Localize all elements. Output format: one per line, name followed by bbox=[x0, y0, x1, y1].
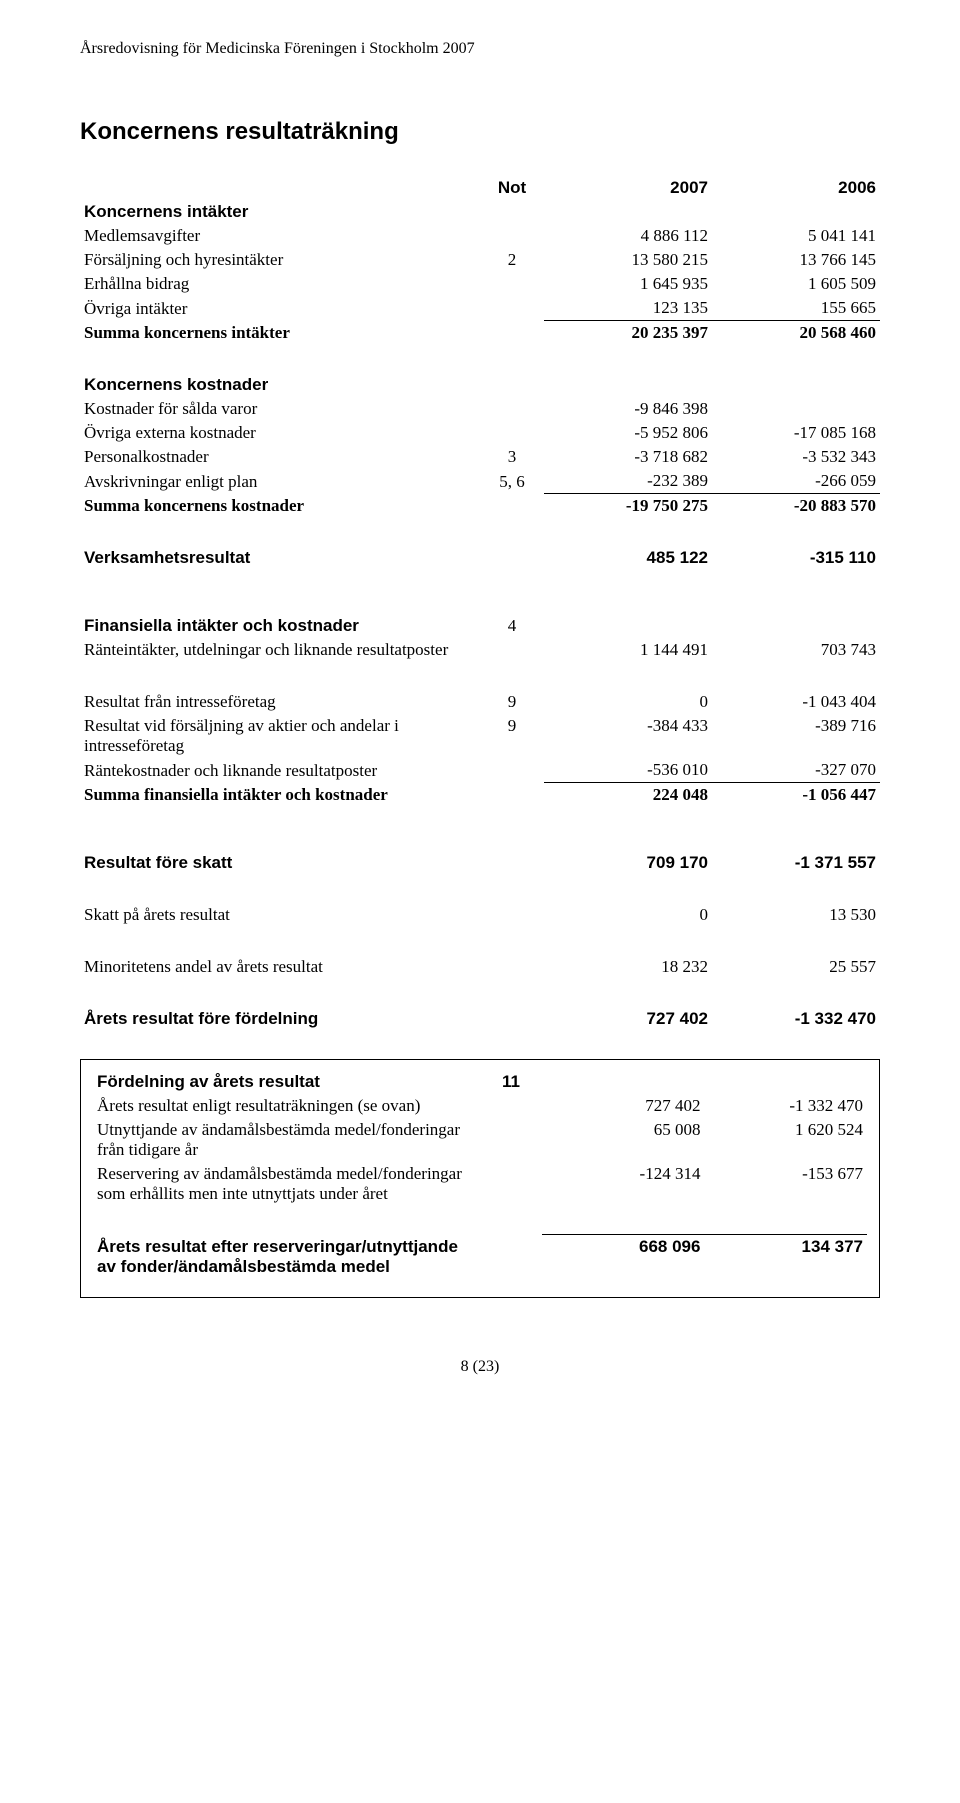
fordelning-box: Fördelning av årets resultat 11 Årets re… bbox=[80, 1059, 880, 1298]
table-row: Ränteintäkter, utdelningar och liknande … bbox=[80, 638, 880, 662]
section-header-finansiella: Finansiella intäkter och kostnader 4 bbox=[80, 614, 880, 638]
table-row: Kostnader för sålda varor -9 846 398 bbox=[80, 397, 880, 421]
skatt-row: Skatt på årets resultat 0 13 530 bbox=[80, 903, 880, 927]
col-header-not: Not bbox=[480, 176, 544, 200]
section-header-intakter: Koncernens intäkter bbox=[80, 200, 880, 224]
table-row: Utnyttjande av ändamålsbestämda medel/fo… bbox=[93, 1118, 867, 1162]
column-header-row: Not 2007 2006 bbox=[80, 176, 880, 200]
table-row: Årets resultat enligt resultaträkningen … bbox=[93, 1094, 867, 1118]
minoritet-row: Minoritetens andel av årets resultat 18 … bbox=[80, 955, 880, 979]
document-page: Årsredovisning för Medicinska Föreningen… bbox=[0, 0, 960, 1416]
arets-resultat-row: Årets resultat före fördelning 727 402 -… bbox=[80, 1007, 880, 1031]
table-row: Reservering av ändamålsbestämda medel/fo… bbox=[93, 1162, 867, 1206]
table-row: Resultat vid försäljning av aktier och a… bbox=[80, 714, 880, 758]
col-header-2006: 2006 bbox=[712, 176, 880, 200]
table-row: Medlemsavgifter 4 886 112 5 041 141 bbox=[80, 224, 880, 248]
box-sum-row: Årets resultat efter reserveringar/utnyt… bbox=[93, 1235, 867, 1279]
table-row: Övriga intäkter 123 135 155 665 bbox=[80, 296, 880, 321]
page-title: Koncernens resultaträkning bbox=[80, 118, 880, 146]
col-header-2007: 2007 bbox=[544, 176, 712, 200]
resultat-fore-skatt-row: Resultat före skatt 709 170 -1 371 557 bbox=[80, 851, 880, 875]
table-row: Avskrivningar enligt plan 5, 6 -232 389 … bbox=[80, 469, 880, 494]
sum-row-kostnader: Summa koncernens kostnader -19 750 275 -… bbox=[80, 494, 880, 519]
table-row: Försäljning och hyresintäkter 2 13 580 2… bbox=[80, 248, 880, 272]
box-header-row: Fördelning av årets resultat 11 bbox=[93, 1070, 867, 1094]
page-number: 8 (23) bbox=[80, 1358, 880, 1376]
section-header-kostnader: Koncernens kostnader bbox=[80, 373, 880, 397]
table-row: Resultat från intresseföretag 9 0 -1 043… bbox=[80, 690, 880, 714]
income-statement-table: Not 2007 2006 Koncernens intäkter Medlem… bbox=[80, 176, 880, 1031]
sum-row-intakter: Summa koncernens intäkter 20 235 397 20 … bbox=[80, 321, 880, 346]
verksamhetsresultat-row: Verksamhetsresultat 485 122 -315 110 bbox=[80, 546, 880, 570]
table-row: Erhållna bidrag 1 645 935 1 605 509 bbox=[80, 272, 880, 296]
table-row: Räntekostnader och liknande resultatpost… bbox=[80, 758, 880, 783]
sum-row-finansiella: Summa finansiella intäkter och kostnader… bbox=[80, 783, 880, 808]
table-row: Personalkostnader 3 -3 718 682 -3 532 34… bbox=[80, 445, 880, 469]
table-row: Övriga externa kostnader -5 952 806 -17 … bbox=[80, 421, 880, 445]
document-header: Årsredovisning för Medicinska Föreningen… bbox=[80, 40, 880, 58]
fordelning-table: Fördelning av årets resultat 11 Årets re… bbox=[93, 1070, 867, 1279]
